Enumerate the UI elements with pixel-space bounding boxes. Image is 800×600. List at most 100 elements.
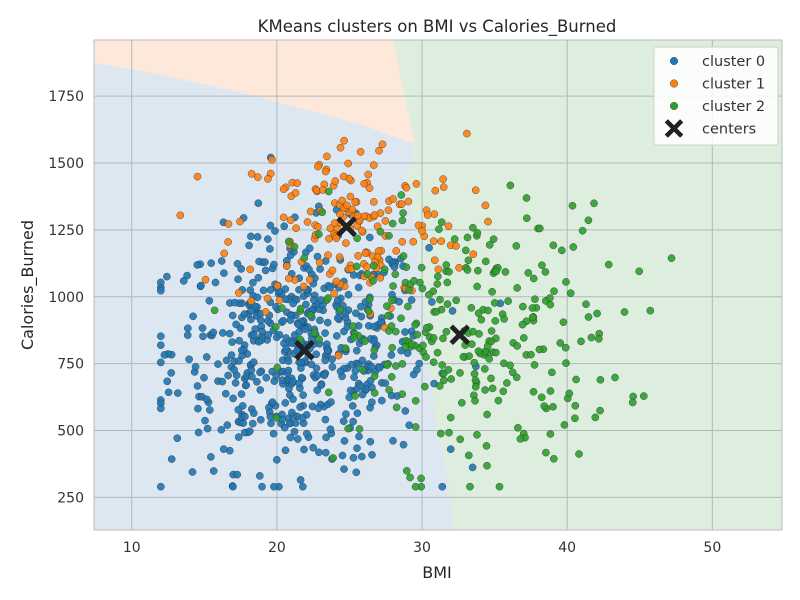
cluster-2-point (508, 368, 517, 377)
cluster-1-point (369, 198, 378, 206)
cluster-2-point (506, 361, 514, 370)
cluster-0-point (191, 362, 200, 371)
cluster-0-point (296, 403, 304, 411)
cluster-2-point (536, 224, 544, 233)
cluster-1-point (361, 249, 370, 257)
cluster-2-point (471, 376, 480, 385)
cluster-0-point (349, 417, 357, 426)
cluster-0-point (401, 328, 409, 336)
cluster-1-point (224, 220, 233, 228)
cluster-2-point (470, 358, 479, 367)
cluster-1-point (264, 175, 272, 183)
cluster-1-point (253, 173, 262, 181)
cluster-1-point (261, 308, 270, 316)
cluster-0-point (272, 455, 281, 464)
cluster-0-point (309, 443, 317, 452)
cluster-0-point (248, 372, 256, 381)
cluster-2-point (523, 214, 531, 222)
cluster-0-point (173, 389, 182, 397)
cluster-0-point (233, 470, 241, 479)
cluster-0-point (314, 404, 323, 413)
cluster-2-point (542, 448, 550, 457)
cluster-2-point (210, 306, 219, 315)
cluster-2-point (445, 267, 453, 276)
cluster-2-point (561, 343, 570, 352)
cluster-2-point (411, 482, 420, 491)
cluster-0-point (231, 379, 240, 387)
cluster-0-point (336, 367, 345, 376)
cluster-2-point (500, 315, 508, 323)
cluster-1-point (364, 170, 373, 179)
cluster-1-point (338, 196, 347, 205)
cluster-2-point (392, 403, 401, 412)
cluster-1-point (360, 179, 369, 188)
cluster-0-point (209, 467, 218, 475)
cluster-2-point (483, 410, 491, 419)
cluster-2-point (391, 327, 400, 336)
cluster-0-point (269, 429, 278, 438)
cluster-2-point (473, 229, 482, 237)
cluster-2-point (556, 339, 565, 347)
cluster-0-point (222, 356, 231, 365)
cluster-0-point (298, 482, 307, 491)
cluster-0-point (312, 350, 321, 359)
region-cluster-2 (393, 40, 782, 530)
cluster-0-point (350, 373, 358, 382)
cluster-1-point (299, 282, 308, 291)
cluster-0-point (241, 412, 249, 421)
cluster-0-point (211, 278, 220, 287)
cluster-1-point (220, 249, 228, 258)
cluster-2-point (495, 482, 504, 491)
chart-title: KMeans clusters on BMI vs Calories_Burne… (258, 17, 617, 37)
cluster-0-point (230, 298, 239, 307)
cluster-2-point (537, 393, 546, 402)
cluster-0-point (253, 233, 262, 241)
cluster-0-point (302, 429, 311, 438)
cluster-1-point (429, 237, 438, 245)
cluster-2-point (365, 295, 374, 304)
cluster-0-point (401, 407, 410, 415)
cluster-2-point (578, 226, 587, 235)
cluster-1-point (305, 275, 314, 284)
cluster-2-point (464, 256, 473, 265)
cluster-0-point (202, 395, 211, 404)
cluster-2-point (477, 315, 486, 324)
x-tick-label: 50 (703, 540, 721, 556)
cluster-2-point (353, 234, 362, 243)
cluster-2-point (487, 374, 495, 383)
cluster-1-point (469, 250, 478, 258)
cluster-2-point (604, 260, 613, 269)
cluster-1-point (376, 274, 385, 282)
cluster-0-point (389, 436, 397, 445)
cluster-2-point (383, 361, 392, 369)
cluster-0-point (352, 346, 361, 355)
cluster-2-point (474, 347, 483, 356)
cluster-0-point (255, 472, 264, 480)
cluster-2-point (469, 327, 477, 336)
cluster-0-point (228, 338, 236, 346)
cluster-1-point (434, 265, 443, 274)
cluster-2-point (329, 454, 337, 462)
y-tick-label: 1500 (48, 156, 84, 172)
cluster-1-point (330, 219, 339, 227)
cluster-0-point (354, 283, 363, 292)
cluster-1-point (284, 274, 293, 283)
cluster-2-point (483, 461, 491, 470)
cluster-0-point (256, 386, 265, 394)
cluster-0-point (256, 368, 264, 377)
cluster-2-point (364, 307, 373, 315)
y-tick-label: 1750 (48, 89, 84, 105)
cluster-2-point (411, 396, 420, 405)
cluster-2-point (494, 396, 503, 405)
cluster-0-point (298, 414, 307, 422)
cluster-0-point (342, 410, 350, 418)
cluster-1-point (384, 206, 393, 214)
tick-labels: 10 20 30 40 50 250 500 750 1000 1250 1500 1750 (48, 89, 721, 556)
cluster-1-point (346, 192, 355, 201)
cluster-1-point (334, 351, 343, 360)
cluster-1-point (314, 162, 322, 171)
cluster-0-point (233, 259, 242, 268)
cluster-0-point (245, 241, 253, 250)
cluster-0-point (278, 376, 287, 384)
